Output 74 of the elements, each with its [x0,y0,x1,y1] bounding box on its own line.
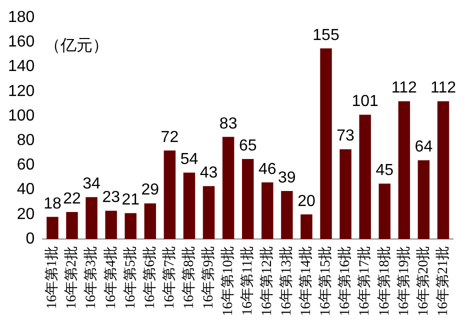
data-label: 22 [63,190,82,208]
y-tick-label: 100 [8,107,35,124]
x-tick-label: 16年第19批 [396,246,412,316]
data-label: 29 [141,182,160,199]
bar [378,184,390,239]
data-label: 34 [82,176,101,193]
bar [281,191,293,239]
data-label: 20 [298,192,316,210]
bar [262,182,274,239]
data-label: 46 [258,160,276,178]
y-tick-label: 180 [8,9,35,26]
x-tick-label: 16年第21批 [434,246,451,316]
y-tick-label: 80 [16,132,35,150]
x-tick-label: 16年第2批 [64,246,80,309]
data-label: 112 [430,80,456,97]
x-tick-label: 16年第3批 [83,246,100,309]
y-tick-label: 160 [8,34,35,51]
bar [242,159,254,239]
x-tick-label: 16年第20批 [415,246,432,316]
x-tick-label: 16年第4批 [102,246,119,309]
data-label: 18 [44,195,62,212]
bar [164,150,176,239]
data-label: 155 [312,26,340,44]
y-tick-label: 0 [26,230,35,248]
data-label: 45 [376,162,394,180]
data-label: 112 [391,80,418,97]
bar [320,48,332,239]
bar [124,213,136,239]
y-tick-label: 120 [8,82,35,100]
x-tick-label: 16年第1批 [44,246,60,309]
data-label: 83 [219,115,238,132]
bar [222,136,234,239]
y-axis-title: （亿元） [44,38,109,55]
x-tick-label: 16年第16批 [337,246,354,316]
bar [437,101,450,239]
bar [144,203,156,239]
x-tick-label: 16年第15批 [318,246,334,316]
y-tick-label: 40 [16,181,35,198]
x-tick-label: 16年第6批 [142,246,158,309]
x-tick-label: 16年第14批 [298,246,314,316]
bar [418,160,430,239]
x-tick-label: 16年第11批 [240,246,256,316]
x-tick-label: 16年第18批 [376,246,392,316]
y-tick-label: 60 [16,156,35,174]
data-label: 43 [200,164,218,182]
data-label: 54 [180,150,198,168]
data-label: 101 [352,93,379,110]
data-label: 21 [122,192,140,209]
bar [66,212,78,239]
bar [300,214,312,239]
data-label: 73 [336,128,355,145]
x-tick-label: 16年第13批 [278,246,295,316]
bar [46,216,58,239]
x-tick-label: 16年第9批 [200,246,216,309]
x-tick-label: 16年第5批 [122,246,138,309]
y-tick-label: 20 [16,206,35,223]
data-label: 65 [238,137,257,154]
bar [359,114,371,239]
x-tick-label: 16年第10批 [220,246,236,316]
data-label: 23 [102,189,120,206]
data-label: 72 [160,128,179,146]
x-tick-label: 16年第7批 [161,246,178,309]
y-tick-label: 140 [8,58,35,76]
data-label: 39 [278,169,296,186]
bar [105,210,117,239]
x-tick-label: 16年第17批 [356,246,373,316]
bar [398,101,410,239]
bar [183,172,196,239]
bar [202,186,215,239]
bar [340,149,352,239]
data-label: 64 [414,138,433,156]
bar [86,197,98,239]
x-tick-label: 16年第12批 [259,246,276,316]
x-tick-label: 16年第8批 [180,246,197,309]
